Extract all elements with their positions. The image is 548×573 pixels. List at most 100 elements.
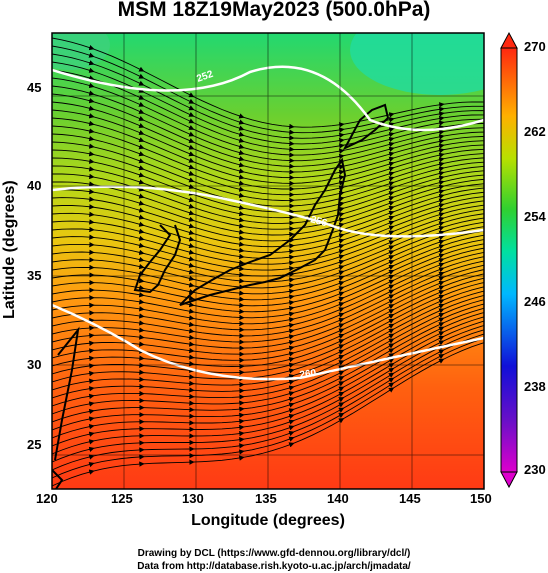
streamline <box>52 252 484 331</box>
streamline <box>52 187 484 242</box>
flow-arrow <box>388 382 395 388</box>
flow-arrow <box>338 180 345 186</box>
flow-arrow <box>388 328 395 334</box>
flow-arrow <box>288 322 295 329</box>
flow-arrow <box>388 372 395 378</box>
flow-arrow <box>338 413 345 418</box>
flow-arrow <box>489 264 492 265</box>
flow-arrow <box>338 344 345 350</box>
flow-arrow <box>388 131 395 138</box>
x-tick-150: 150 <box>470 491 492 506</box>
flow-arrow <box>338 275 345 281</box>
flow-arrow <box>338 317 345 323</box>
flow-arrow <box>88 90 95 96</box>
flow-arrow <box>338 349 345 355</box>
flow-arrow <box>438 138 445 145</box>
flow-arrow <box>188 282 195 288</box>
streamline <box>52 165 484 219</box>
flow-arrow <box>138 249 145 256</box>
flow-arrow <box>338 264 345 271</box>
flow-arrow <box>388 200 395 206</box>
x-tick-135: 135 <box>255 491 277 506</box>
contour-lines <box>52 65 484 381</box>
flow-arrow <box>489 336 492 337</box>
flow-arrow <box>138 144 145 150</box>
flow-arrow <box>388 299 395 305</box>
flow-arrow <box>288 436 295 442</box>
flow-arrow <box>88 135 95 142</box>
flow-arrow <box>288 396 295 402</box>
flow-arrow <box>388 353 395 359</box>
flow-arrow <box>138 158 145 164</box>
flow-arrow <box>338 381 345 387</box>
flow-arrow <box>88 158 95 164</box>
flow-arrow <box>438 349 445 355</box>
flow-arrow <box>238 211 245 217</box>
flow-arrow <box>88 113 95 119</box>
streamline <box>52 133 484 196</box>
streamline <box>52 256 484 337</box>
flow-arrow <box>188 256 195 262</box>
flow-arrow <box>88 416 95 422</box>
flow-arrow <box>88 120 95 127</box>
streamline <box>52 337 484 479</box>
flow-arrow <box>438 225 445 232</box>
streamline <box>52 200 484 259</box>
flow-arrow <box>188 308 195 314</box>
streamline <box>52 37 484 128</box>
y-tick-45: 45 <box>27 80 42 95</box>
contour-label-256: 256 <box>309 214 328 229</box>
flow-arrow <box>88 143 95 149</box>
flow-arrow <box>238 247 245 253</box>
streamline <box>52 61 484 145</box>
flow-arrow <box>238 229 245 235</box>
flow-arrow <box>88 386 95 392</box>
flow-arrow <box>438 358 445 364</box>
flow-arrow <box>238 137 245 143</box>
flow-arrow <box>388 294 395 300</box>
flow-arrow <box>388 289 395 295</box>
flow-arrow <box>388 171 395 177</box>
flow-arrow <box>88 82 95 89</box>
flow-arrow <box>138 277 145 284</box>
flow-arrow <box>489 315 492 316</box>
flow-arrow <box>338 212 345 218</box>
flow-arrow <box>338 164 345 170</box>
streamline <box>52 342 484 487</box>
flow-arrow <box>288 311 295 317</box>
flow-arrow <box>338 217 345 223</box>
streamline <box>52 209 484 271</box>
flow-arrow <box>288 345 295 351</box>
flow-arrow <box>438 312 445 318</box>
flow-arrow <box>238 192 245 198</box>
flow-arrow <box>88 52 95 58</box>
flow-arrow <box>88 151 95 157</box>
flow-arrow <box>388 186 395 192</box>
flow-arrow <box>438 262 445 268</box>
x-tick-120: 120 <box>36 491 58 506</box>
flow-arrow <box>489 247 492 248</box>
flow-arrow <box>438 180 445 186</box>
flow-arrow <box>88 67 95 73</box>
flow-arrow <box>438 221 445 227</box>
flow-arrow <box>489 277 492 278</box>
flow-arrow <box>388 250 395 256</box>
flow-arrow <box>188 288 195 295</box>
flow-arrow <box>388 176 395 182</box>
flow-arrow <box>188 144 195 150</box>
x-tick-130: 130 <box>182 491 204 506</box>
colorbar-tick-262: 262 <box>524 124 546 139</box>
flow-arrow <box>388 225 395 231</box>
flow-arrow <box>238 113 245 119</box>
flow-arrow <box>438 331 445 337</box>
flow-arrow <box>489 238 492 239</box>
flow-arrow <box>338 291 345 297</box>
streamline <box>52 290 484 391</box>
flow-arrow <box>338 127 345 133</box>
flow-arrow <box>388 284 395 290</box>
flow-arrow <box>138 151 145 157</box>
flow-arrow <box>138 101 145 107</box>
flow-arrow <box>138 179 145 185</box>
flow-arrow <box>438 276 445 282</box>
streamline <box>52 69 484 150</box>
